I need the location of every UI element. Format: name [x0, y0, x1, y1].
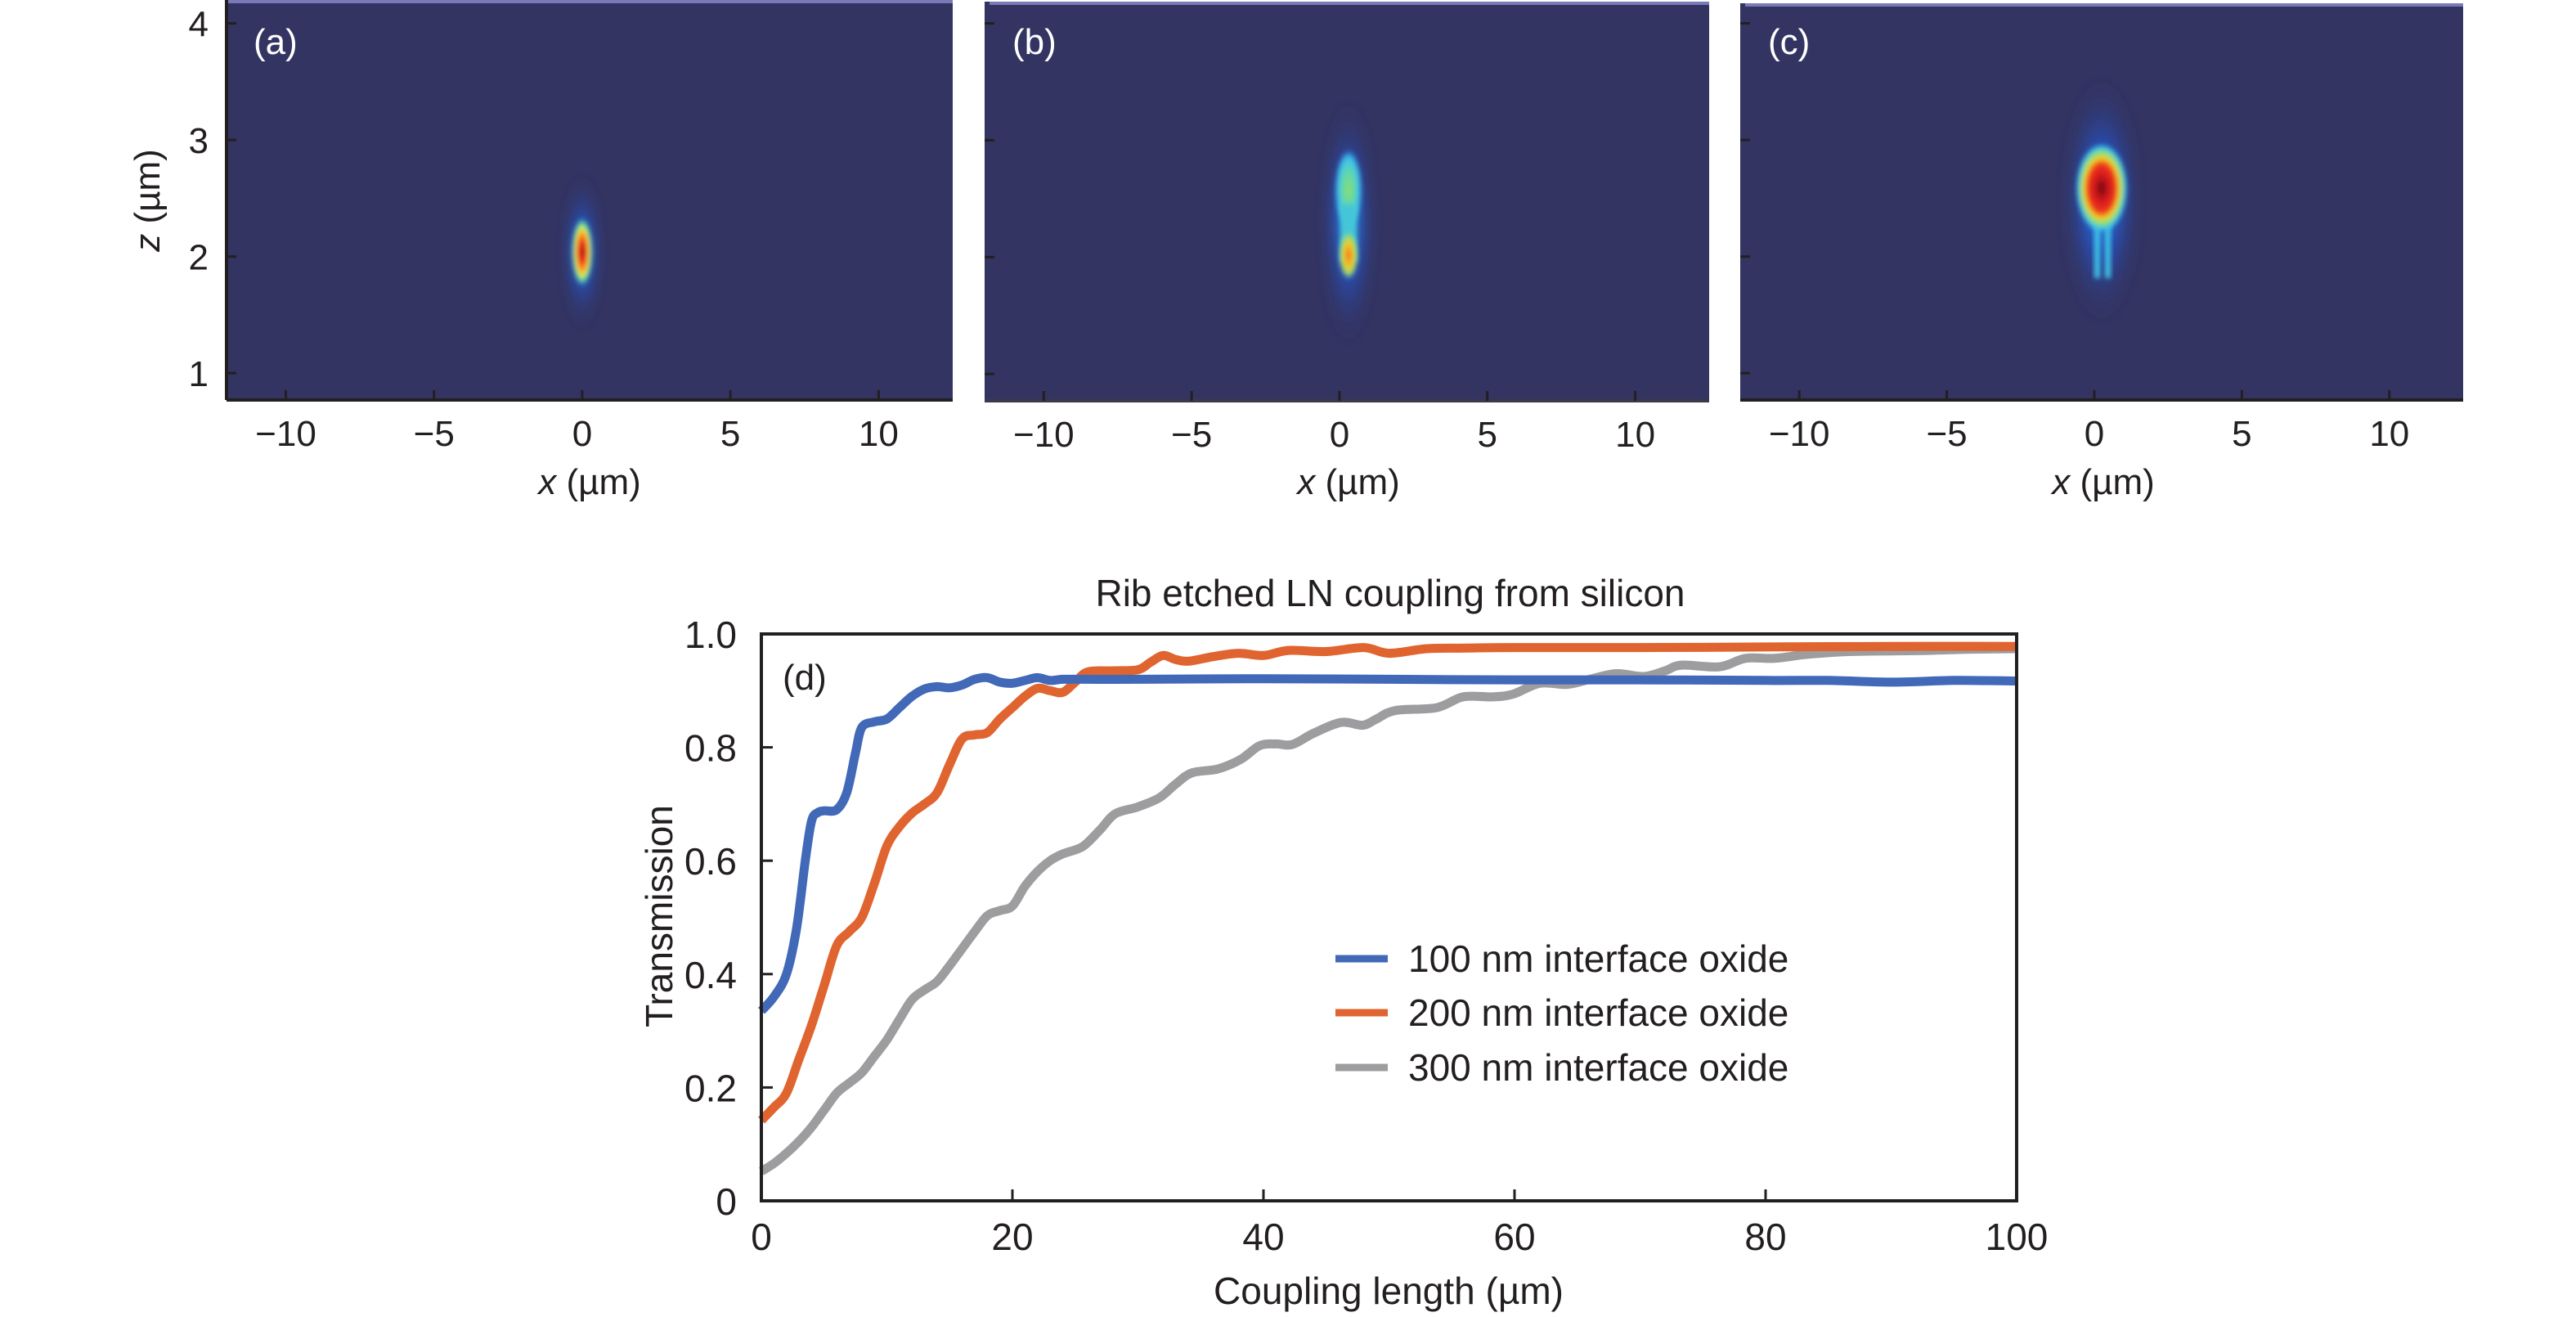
series-line-100nm: [757, 672, 2017, 1014]
y-tick-label: 0.4: [684, 954, 737, 996]
line-chart-d: Rib etched LN coupling from silicon 0 20 4…: [638, 572, 2048, 1312]
y-tick-label: 2: [189, 238, 209, 278]
x-tick-label: 0: [1330, 415, 1349, 455]
mode-core: [572, 218, 593, 286]
x-tick-label: −10: [255, 414, 316, 454]
legend-label: 300 nm interface oxide: [1408, 1046, 1788, 1089]
x-tick-label: 40: [1242, 1216, 1284, 1258]
x-tick-label: 5: [1478, 415, 1497, 455]
x-tick-label: 0: [2085, 414, 2104, 454]
x-tick-label: −5: [1171, 415, 1212, 455]
x-tick-label: 10: [2369, 414, 2409, 454]
heatmap-panel-c: (c) −10 −5 0 5 10 x (µm): [1740, 3, 2463, 502]
legend: 100 nm interface oxide 200 nm interface o…: [1335, 937, 1788, 1089]
heatmap-top-edge: [227, 0, 953, 3]
y-tick-label: 4: [189, 5, 209, 45]
chart-title: Rib etched LN coupling from silicon: [1095, 572, 1685, 614]
legend-label: 200 nm interface oxide: [1408, 991, 1788, 1034]
axis-ticks: −10 −5 0 5 10 1 2 3 4: [189, 5, 899, 454]
series-line-200nm: [758, 641, 2017, 1124]
mode-field-b: [1322, 100, 1375, 345]
heatmap-panel-b: (b) −10 −5 0 5 10 x (µm): [985, 2, 1709, 502]
axis-ticks: −10 −5 0 5 10: [985, 22, 1655, 455]
x-axis-label: x (µm): [536, 462, 641, 502]
y-tick-label: 0: [716, 1180, 737, 1223]
x-tick-label: 5: [720, 414, 740, 454]
series-line-300nm: [758, 644, 2017, 1175]
mode-tail-left: [2094, 213, 2100, 278]
mode-hot-spot: [1339, 231, 1358, 280]
panel-label-c: (c): [1768, 22, 1810, 62]
x-tick-label: −10: [1769, 414, 1830, 454]
mode-core: [2076, 143, 2128, 233]
y-tick-label: 1: [189, 354, 209, 394]
x-tick-label: 0: [572, 414, 592, 454]
mode-field-c: [2062, 78, 2141, 323]
heatmap-panel-a: (a) −10 −5 0 5 10 1 2 3 4 x (µm) z (µm): [128, 0, 953, 502]
legend-item: 200 nm interface oxide: [1335, 991, 1788, 1034]
x-tick-label: −5: [1926, 414, 1967, 454]
x-tick-label: 20: [991, 1216, 1033, 1258]
panel-label-a: (a): [254, 22, 298, 62]
x-axis-label: x (µm): [1295, 462, 1400, 502]
legend-item: 100 nm interface oxide: [1335, 937, 1788, 980]
heatmap-top-edge: [1745, 3, 2463, 7]
svg-text:x (µm): x (µm): [536, 462, 641, 502]
mode-tail-right: [2105, 213, 2111, 278]
legend-label: 100 nm interface oxide: [1408, 937, 1788, 980]
svg-text:z (µm): z (µm): [128, 149, 168, 253]
x-tick-label: 60: [1493, 1216, 1535, 1258]
y-tick-label: 0.8: [684, 727, 737, 770]
mode-field-a: [564, 174, 600, 330]
x-axis-label: Coupling length (µm): [1214, 1270, 1564, 1312]
axis-ticks: 0 20 40 60 80 100 0 0.2 0.4 0.6 0.8 1.0: [684, 614, 2048, 1258]
y-tick-label: 1.0: [684, 614, 737, 656]
axis-ticks: −10 −5 0 5 10: [1740, 22, 2409, 454]
series-group: [757, 641, 2017, 1175]
y-tick-label: 0.6: [684, 840, 737, 883]
svg-text:x (µm): x (µm): [1295, 462, 1400, 502]
heatmap-top-edge: [990, 2, 1709, 5]
y-tick-label: 3: [189, 121, 209, 161]
x-tick-label: 5: [2232, 414, 2251, 454]
plot-frame: [760, 632, 2018, 1202]
svg-text:x (µm): x (µm): [2050, 462, 2155, 502]
x-tick-label: 100: [1986, 1216, 2049, 1258]
x-tick-label: 80: [1744, 1216, 1786, 1258]
y-axis-label: Transmission: [638, 805, 680, 1027]
y-tick-label: 0.2: [684, 1067, 737, 1109]
panel-label-b: (b): [1012, 22, 1057, 62]
x-axis-label: x (µm): [2050, 462, 2155, 502]
legend-item: 300 nm interface oxide: [1335, 1046, 1788, 1089]
x-tick-label: −5: [414, 414, 455, 454]
x-tick-label: 10: [859, 414, 899, 454]
y-axis-label: z (µm): [128, 149, 168, 253]
x-tick-label: 10: [1615, 415, 1655, 455]
x-tick-label: 0: [751, 1216, 772, 1258]
panel-label-d: (d): [783, 658, 827, 698]
x-tick-label: −10: [1013, 415, 1075, 455]
